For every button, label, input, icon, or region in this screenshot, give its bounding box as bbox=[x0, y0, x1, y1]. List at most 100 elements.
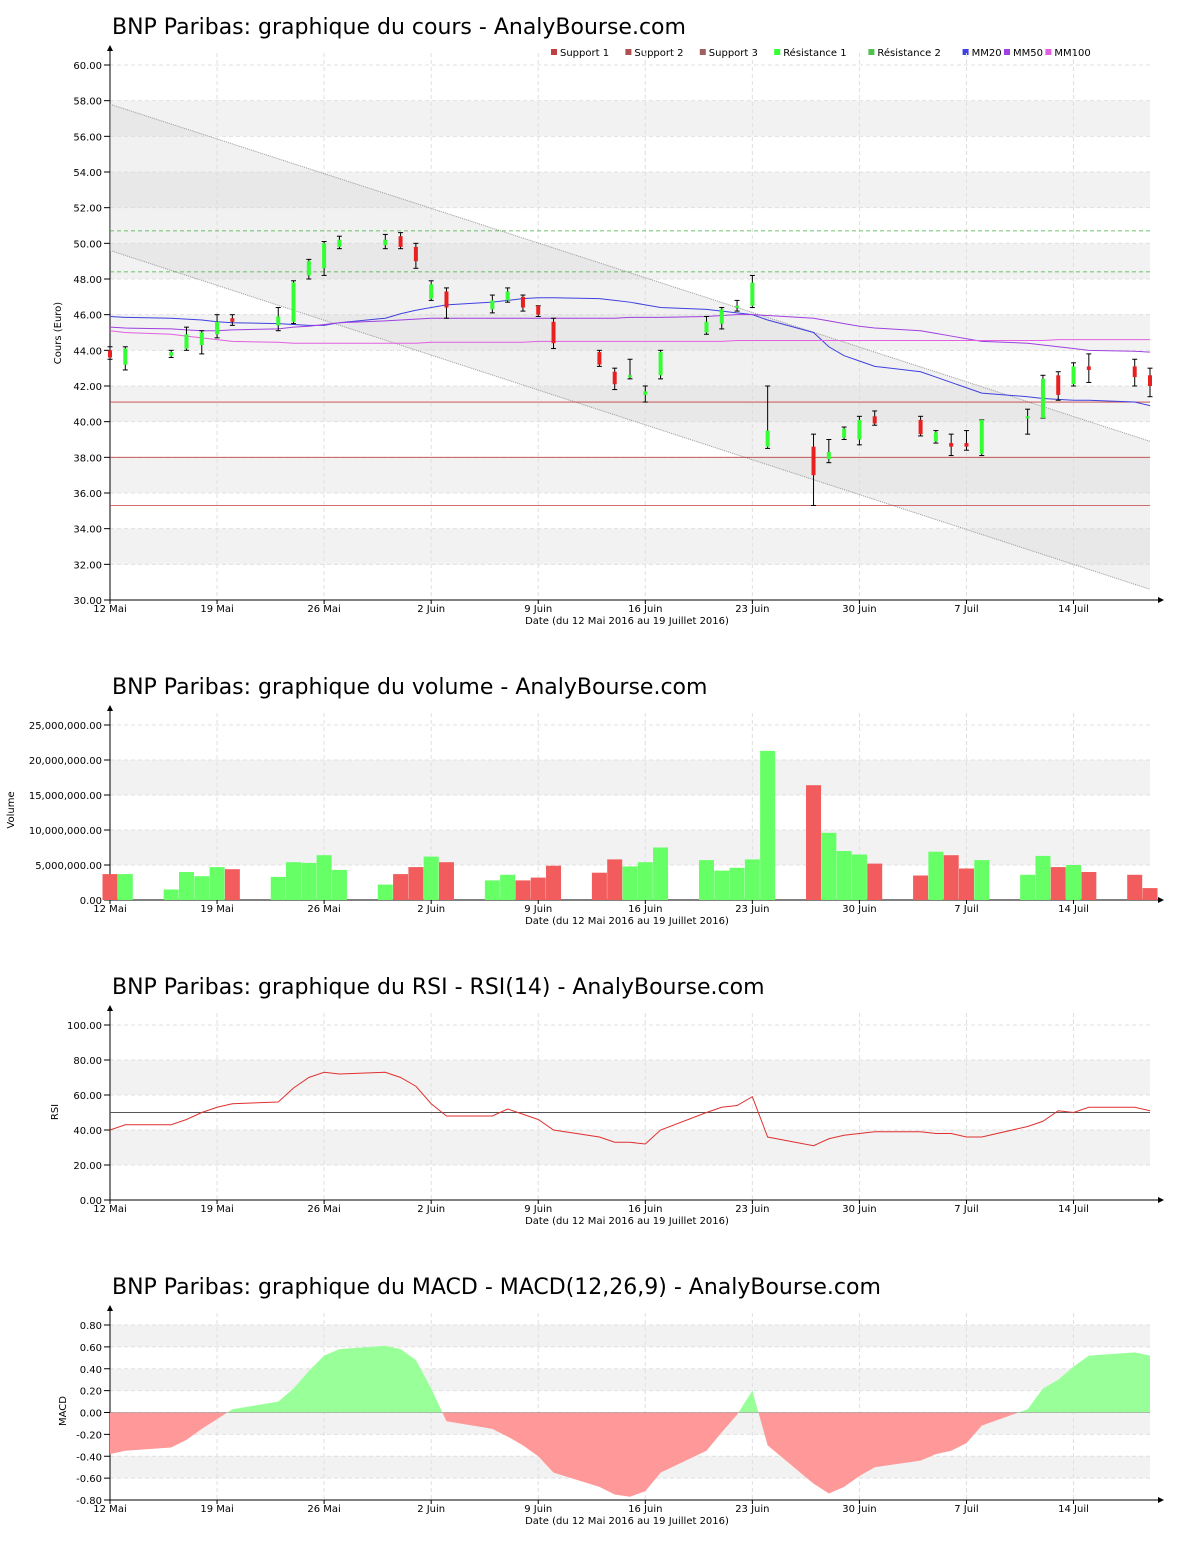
rsi-chart-title: BNP Paribas: graphique du RSI - RSI(14) … bbox=[112, 975, 765, 1000]
volume-bar bbox=[974, 860, 990, 900]
candle-body bbox=[628, 375, 632, 378]
volume-bar bbox=[714, 870, 730, 900]
volume-chart-xlabel: Date (du 12 Mai 2016 au 19 Juillet 2016) bbox=[525, 916, 729, 927]
rsi-xtick-label: 30 Juin bbox=[842, 1204, 876, 1215]
volume-bar bbox=[209, 867, 225, 900]
rsi-line bbox=[109, 1071, 1151, 1147]
volume-xtick-label: 2 Juin bbox=[417, 904, 445, 915]
volume-x-axis-arrow bbox=[1158, 897, 1164, 903]
price-ytick-label: 52.00 bbox=[73, 204, 102, 215]
legend-swatch bbox=[551, 49, 557, 55]
legend-swatch bbox=[962, 49, 969, 55]
price-ytick-label: 44.00 bbox=[73, 346, 102, 357]
macd-chart-ylabel: MACD bbox=[58, 1396, 69, 1426]
legend-swatch bbox=[1045, 49, 1052, 55]
price-ytick-label: 54.00 bbox=[73, 168, 102, 179]
price-xtick-label: 23 Juin bbox=[735, 604, 769, 615]
price-grid-band bbox=[110, 314, 1150, 351]
legend-item: Support 2 bbox=[634, 48, 683, 59]
volume-bar bbox=[836, 851, 852, 900]
price-grid-band bbox=[110, 528, 1150, 565]
candle-body bbox=[413, 246, 418, 262]
volume-bar bbox=[500, 874, 516, 900]
price-ytick-label: 46.00 bbox=[73, 311, 102, 322]
macd-ytick-label: -0.20 bbox=[76, 1430, 102, 1441]
candle-body bbox=[857, 419, 862, 440]
price-grid-band bbox=[110, 172, 1150, 208]
price-ytick-label: 32.00 bbox=[73, 560, 102, 571]
price-xtick-label: 12 Mai bbox=[93, 604, 126, 615]
candle-body bbox=[597, 352, 602, 365]
volume-bar bbox=[102, 874, 118, 900]
rsi-chart-xlabel: Date (du 12 Mai 2016 au 19 Juillet 2016) bbox=[525, 1216, 729, 1227]
volume-ytick-label: 10,000,000.00 bbox=[29, 826, 102, 837]
candle-body bbox=[1071, 366, 1076, 385]
volume-bar bbox=[117, 874, 133, 900]
price-xtick-label: 7 Juil bbox=[954, 604, 978, 615]
volume-bar bbox=[943, 855, 959, 900]
price-ytick-label: 42.00 bbox=[73, 382, 102, 393]
legend-item: MM50 bbox=[1013, 48, 1043, 59]
volume-xtick-label: 9 Juin bbox=[524, 904, 552, 915]
macd-area-positive bbox=[227, 1345, 443, 1413]
candle-body bbox=[643, 391, 648, 395]
candle-body bbox=[979, 419, 984, 454]
price-xtick-label: 16 Juin bbox=[628, 604, 662, 615]
trend-channel-lower bbox=[109, 249, 1151, 590]
candle-body bbox=[719, 309, 724, 324]
macd-ytick-label: 0.00 bbox=[80, 1409, 102, 1420]
macd-ytick-label: 0.60 bbox=[80, 1343, 102, 1354]
candle-body bbox=[306, 261, 311, 276]
rsi-ytick-label: 40.00 bbox=[73, 1126, 102, 1137]
candle-body bbox=[551, 321, 556, 344]
rsi-xtick-label: 16 Juin bbox=[628, 1204, 662, 1215]
macd-grid-band bbox=[110, 1325, 1150, 1347]
price-chart-ylabel: Cours (Euro) bbox=[53, 302, 64, 365]
trend-channel bbox=[110, 104, 1150, 590]
price-ytick-label: 38.00 bbox=[73, 453, 102, 464]
candle-body bbox=[872, 416, 877, 424]
rsi-grid-band bbox=[110, 1060, 1150, 1095]
volume-grid-band bbox=[110, 760, 1150, 795]
price-chart-xlabel: Date (du 12 Mai 2016 au 19 Juillet 2016) bbox=[525, 616, 729, 627]
mm100-line bbox=[109, 330, 1150, 344]
candle-body bbox=[964, 443, 969, 447]
legend-item: MM100 bbox=[1054, 48, 1090, 59]
rsi-xtick-label: 23 Juin bbox=[735, 1204, 769, 1215]
candle-body bbox=[276, 316, 281, 326]
volume-xtick-label: 19 Mai bbox=[200, 904, 233, 915]
volume-bar bbox=[607, 859, 623, 900]
volume-bar bbox=[806, 785, 822, 900]
volume-y-axis-arrow bbox=[107, 705, 113, 711]
macd-ytick-label: -0.80 bbox=[76, 1496, 102, 1507]
rsi-xtick-label: 26 Mai bbox=[307, 1204, 340, 1215]
volume-ytick-label: 15,000,000.00 bbox=[29, 791, 102, 802]
macd-xtick-label: 16 Juin bbox=[628, 1504, 662, 1515]
volume-bar bbox=[958, 868, 974, 900]
macd-area-positive bbox=[738, 1390, 759, 1413]
volume-xtick-label: 23 Juin bbox=[735, 904, 769, 915]
rsi-x-axis-arrow bbox=[1158, 1197, 1164, 1203]
macd-xtick-label: 26 Mai bbox=[307, 1504, 340, 1515]
price-xtick-label: 2 Juin bbox=[417, 604, 445, 615]
volume-xtick-label: 7 Juil bbox=[954, 904, 978, 915]
macd-chart-title: BNP Paribas: graphique du MACD - MACD(12… bbox=[112, 1275, 881, 1300]
candle-body bbox=[842, 428, 847, 438]
candle-body bbox=[520, 296, 525, 308]
candle-body bbox=[490, 300, 495, 310]
macd-ytick-label: 0.80 bbox=[80, 1321, 102, 1332]
macd-area-negative bbox=[110, 1412, 228, 1455]
volume-bar bbox=[408, 867, 424, 900]
candle-body bbox=[536, 305, 541, 315]
price-xtick-label: 26 Mai bbox=[307, 604, 340, 615]
legend-swatch bbox=[699, 49, 706, 55]
volume-bar bbox=[1127, 874, 1143, 900]
legend-swatch bbox=[774, 49, 781, 55]
candle-body bbox=[108, 350, 112, 358]
volume-bar bbox=[331, 869, 347, 900]
volume-bar bbox=[423, 856, 439, 900]
volume-xtick-label: 12 Mai bbox=[93, 904, 126, 915]
legend-item: MM20 bbox=[972, 48, 1002, 59]
mm20-line bbox=[109, 297, 1151, 407]
price-ytick-label: 50.00 bbox=[73, 239, 102, 250]
